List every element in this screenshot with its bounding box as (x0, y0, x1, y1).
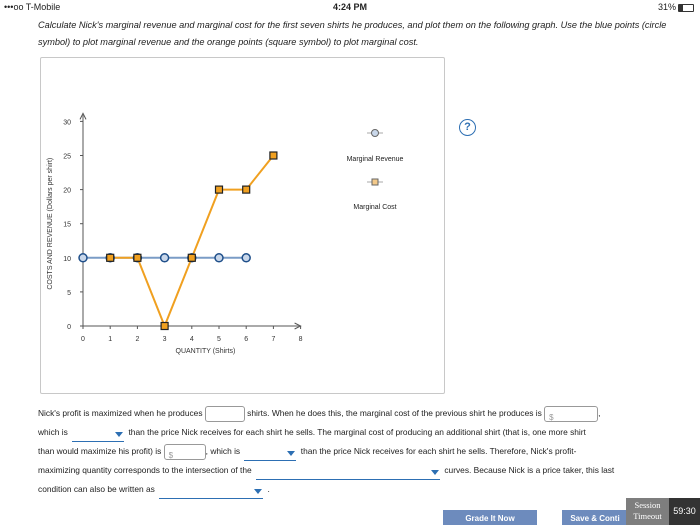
x-tick-label: 5 (217, 336, 221, 343)
marginal-revenue-point (78, 253, 88, 263)
grade-it-now-button[interactable]: Grade It Now (443, 510, 537, 525)
y-axis-arrow (79, 112, 87, 120)
question-text: Nick's profit is maximized when he produ… (38, 404, 668, 499)
dollar-sign: $ (168, 450, 174, 460)
x-tick-label: 7 (271, 336, 275, 343)
q-text-3a: than would maximize his profit) is (38, 446, 162, 456)
quantity-input[interactable] (204, 405, 245, 422)
carrier-label: •••oo T-Mobile (4, 2, 61, 12)
instructions-text: Calculate Nick's marginal revenue and ma… (38, 20, 667, 47)
y-tick-label: 5 (67, 290, 71, 297)
q-text-1c: , (598, 408, 601, 418)
marginal-revenue-point (159, 253, 170, 263)
x-tick-label: 1 (108, 336, 112, 343)
y-axis-label: COSTS AND REVENUE (Dollars per shirt) (47, 158, 54, 290)
battery-icon (678, 3, 694, 12)
marginal-cost-point (214, 185, 224, 194)
y-tick-label: 25 (63, 154, 71, 161)
battery-percent: 31% (657, 2, 676, 12)
q-text-2b: than the price Nick receives for each sh… (128, 427, 586, 437)
y-tick-label: 30 (63, 119, 71, 126)
q-text-4a: maximizing quantity corresponds to the i… (38, 465, 252, 475)
previous-mc-input[interactable]: $ (544, 405, 599, 422)
q-text-1a: Nick's profit is maximized when he produ… (38, 408, 203, 418)
q-text-3b: , which is (205, 446, 241, 456)
session-timeout-label: Session Timeout (626, 498, 669, 525)
dollar-sign: $ (549, 412, 554, 422)
q-text-5b: . (267, 484, 270, 494)
save-continue-button[interactable]: Save & Conti (562, 510, 628, 525)
y-tick-label: 20 (63, 188, 71, 195)
legend-mr-label: Marginal Revenue (347, 156, 404, 163)
session-line-2: Timeout (633, 511, 662, 521)
condition-dropdown[interactable] (159, 486, 264, 499)
x-tick-label: 6 (244, 336, 248, 343)
x-tick-label: 0 (81, 336, 85, 343)
legend-mc-label: Marginal Cost (353, 204, 396, 211)
marginal-cost-point (106, 253, 115, 262)
y-tick-label: 0 (67, 324, 71, 331)
q-text-1b: shirts. When he does this, the marginal … (247, 408, 542, 418)
marginal-cost-point (160, 321, 169, 331)
x-tick-label: 3 (163, 336, 167, 343)
x-tick-label: 8 (299, 336, 303, 343)
next-mc-input[interactable]: $ (163, 443, 206, 460)
marginal-cost-point (269, 151, 278, 160)
x-tick-label: 4 (190, 336, 194, 343)
status-bar: •••oo T-Mobile 4:24 PM 31% (0, 0, 700, 14)
graph-svg[interactable]: 0 5 10 15 20 25 30 0 1 2 3 4 5 6 7 8 QUANTITY (Shirts) CO… (41, 58, 444, 393)
q-text-2a: which is (38, 427, 68, 437)
q-text-5a: condition can also be written as (38, 484, 155, 494)
marginal-cost-point (187, 253, 196, 262)
y-tick-label: 15 (63, 222, 71, 229)
session-line-1: Session (634, 500, 661, 510)
y-tick-label: 10 (63, 256, 71, 263)
graph-panel[interactable]: ? 0 5 10 15 20 25 30 0 1 2 3 4 5 6 7 8 QUANTITY (Shirts)… (40, 57, 476, 394)
marginal-cost-line (110, 154, 275, 329)
x-axis-label: QUANTITY (Shirts) (176, 348, 236, 355)
marginal-revenue-point (241, 253, 251, 263)
legend-mr-marker (371, 129, 379, 137)
x-tick-label: 2 (135, 336, 139, 343)
comparison-dropdown-2[interactable] (244, 448, 297, 461)
battery-indicator: 31% (658, 2, 694, 12)
q-text-3c: than the price Nick receives for each sh… (300, 446, 577, 456)
help-icon[interactable]: ? (459, 119, 476, 136)
q-text-4b: curves. Because Nick is a price taker, t… (444, 465, 615, 475)
marginal-cost-point (242, 185, 251, 194)
marginal-revenue-point (214, 253, 224, 263)
clock: 4:24 PM (332, 2, 367, 12)
comparison-dropdown-1[interactable] (72, 429, 125, 442)
session-timer: 59:30 (669, 498, 700, 525)
curves-dropdown[interactable] (256, 467, 441, 480)
marginal-cost-point (133, 253, 142, 262)
legend-mc-marker (371, 178, 379, 186)
